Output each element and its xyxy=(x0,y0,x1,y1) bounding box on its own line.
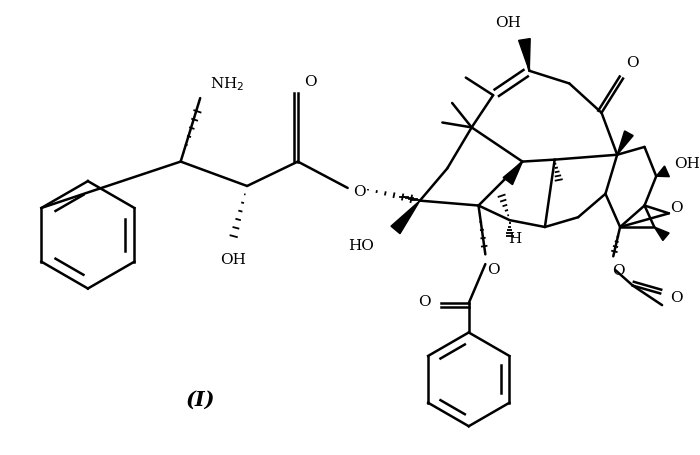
Text: NH$_2$: NH$_2$ xyxy=(210,76,244,93)
Text: O: O xyxy=(304,74,317,88)
Polygon shape xyxy=(617,131,634,156)
Text: O: O xyxy=(353,184,365,198)
Text: O: O xyxy=(612,263,624,278)
Text: O: O xyxy=(486,263,500,276)
Text: O: O xyxy=(671,291,683,305)
Text: OH: OH xyxy=(674,156,700,170)
Polygon shape xyxy=(519,40,530,71)
Text: O: O xyxy=(626,56,639,70)
Text: H: H xyxy=(508,231,522,245)
Text: O: O xyxy=(671,201,683,215)
Text: OH: OH xyxy=(220,253,246,267)
Polygon shape xyxy=(654,228,669,241)
Polygon shape xyxy=(391,201,420,234)
Text: OH: OH xyxy=(495,16,521,30)
Text: HO: HO xyxy=(349,238,375,252)
Text: O: O xyxy=(419,294,431,308)
Polygon shape xyxy=(503,162,522,185)
Polygon shape xyxy=(656,167,669,177)
Text: (I): (I) xyxy=(186,389,215,409)
